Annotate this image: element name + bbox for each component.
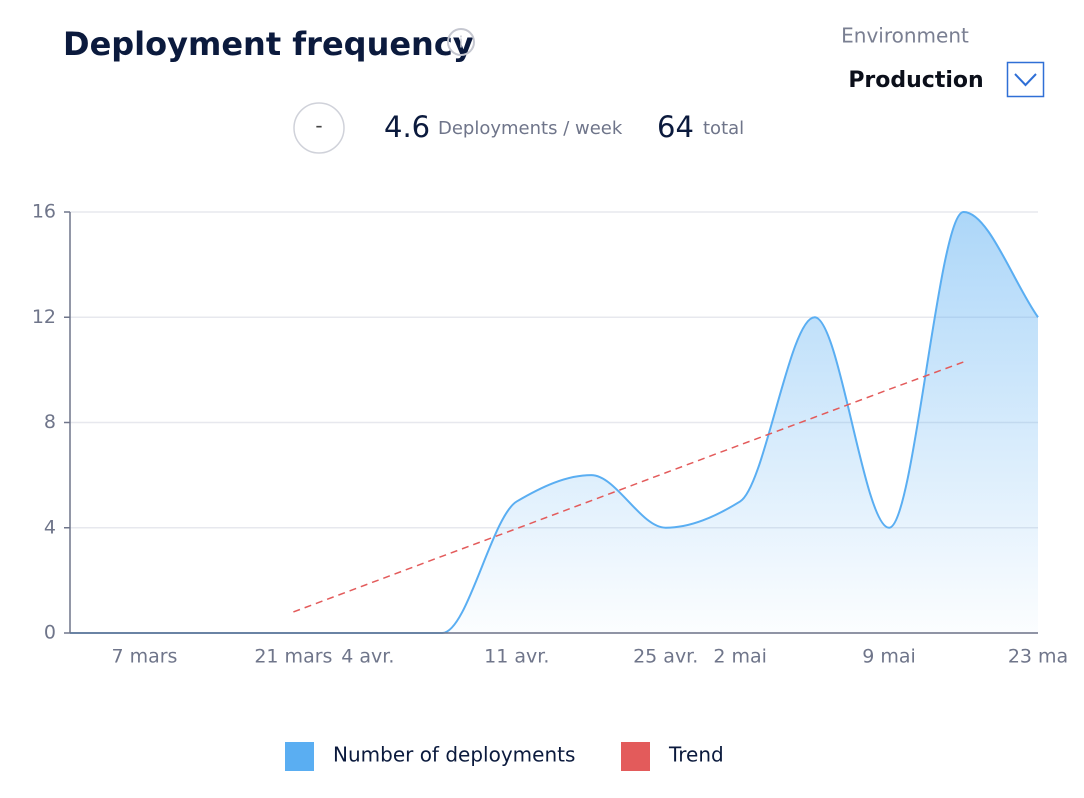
plot [70, 210, 1039, 635]
svg-text:i: i [459, 33, 463, 52]
info-icon[interactable]: i [447, 28, 475, 56]
y-tick-label: 4 [44, 516, 56, 538]
legend-swatch [621, 742, 650, 771]
x-tick-label: 11 avr. [484, 646, 549, 668]
x-tick-label: 9 mai [862, 646, 916, 668]
environment-value: Production [848, 68, 983, 93]
legend-swatch [285, 742, 314, 771]
x-tick-label: 7 mars [111, 646, 177, 668]
x-tick-label: 23 ma [1008, 646, 1068, 668]
y-tick-label: 16 [32, 201, 56, 223]
x-tick-label: 4 avr. [341, 646, 394, 668]
legend-label: Trend [668, 743, 724, 767]
total-value: 64 [657, 110, 694, 144]
total-label: total [703, 118, 744, 139]
rate-label: Deployments / week [438, 118, 623, 139]
stats-button[interactable]: - [293, 102, 345, 154]
x-tick-label: 2 mai [713, 646, 767, 668]
legend-label: Number of deployments [333, 743, 575, 767]
rate-value: 4.6 [384, 110, 430, 144]
title: Deployment frequency [63, 25, 474, 63]
y-tick-label: 0 [44, 622, 56, 644]
environment-dropdown[interactable] [1006, 61, 1045, 98]
y-tick-label: 12 [32, 306, 56, 328]
environment-label: Environment [841, 24, 969, 48]
stats-button-label[interactable]: - [315, 114, 322, 138]
y-tick-label: 8 [44, 411, 56, 433]
area-fill [70, 212, 1038, 633]
x-tick-label: 25 avr. [633, 646, 698, 668]
x-tick-label: 21 mars [254, 646, 332, 668]
